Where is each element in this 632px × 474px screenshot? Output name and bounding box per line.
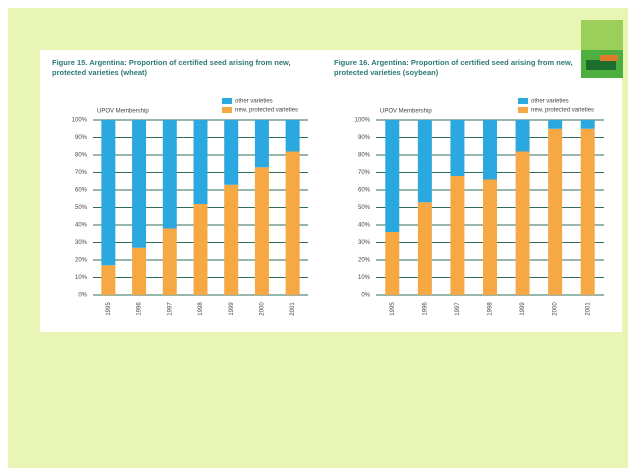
annotation: UPOV Membership	[380, 109, 432, 115]
bar-segment	[132, 120, 147, 248]
bar-segment	[101, 265, 116, 295]
y-tick-label: 30%	[75, 240, 88, 246]
y-tick-label: 60%	[75, 188, 88, 194]
x-tick-label: 1998	[198, 302, 204, 316]
bar-segment	[285, 151, 300, 295]
y-tick-label: 90%	[358, 135, 371, 141]
y-tick-label: 40%	[358, 223, 371, 229]
y-tick-label: 100%	[355, 118, 371, 124]
x-tick-label: 2000	[553, 302, 559, 316]
x-tick-label: 2001	[585, 302, 591, 316]
y-tick-label: 70%	[358, 170, 371, 176]
y-tick-label: 70%	[75, 170, 88, 176]
bar-segment	[580, 120, 595, 129]
y-tick-label: 10%	[75, 275, 88, 281]
bar-segment	[385, 120, 400, 232]
bar-segment	[548, 120, 563, 129]
y-tick-label: 40%	[75, 223, 88, 229]
bar-segment	[417, 202, 432, 295]
bar-segment	[483, 179, 497, 295]
legend-label: new, protected varieties	[235, 108, 298, 114]
legend-swatch	[222, 98, 232, 104]
bar-segment	[162, 228, 177, 295]
legend-label: new, protected varieties	[531, 108, 594, 114]
bar-segment	[254, 120, 269, 168]
x-tick-label: 1999	[520, 302, 526, 316]
bar-segment	[132, 247, 147, 295]
x-tick-label: 1997	[455, 302, 461, 316]
bar-segment	[193, 120, 208, 204]
bar-segment	[548, 128, 563, 295]
bar-segment	[224, 184, 239, 295]
y-tick-label: 0%	[78, 293, 87, 299]
annotation: UPOV Membership	[97, 109, 149, 115]
bar-segment	[580, 128, 595, 295]
x-tick-label: 1998	[488, 302, 494, 316]
bar-segment	[417, 120, 432, 203]
y-tick-label: 60%	[358, 188, 371, 194]
bar-segment	[515, 120, 530, 152]
y-tick-label: 80%	[358, 153, 371, 159]
x-tick-label: 1996	[422, 302, 428, 316]
bar-segment	[450, 120, 465, 176]
y-tick-label: 90%	[75, 135, 88, 141]
legend-swatch	[222, 107, 232, 113]
x-tick-label: 1996	[137, 302, 143, 316]
bar-segment	[385, 232, 400, 295]
x-tick-label: 1999	[229, 302, 235, 316]
x-tick-label: 1995	[106, 302, 112, 316]
bar-segment	[450, 176, 465, 295]
chart-title: Figure 16. Argentina: Proportion of cert…	[334, 58, 573, 77]
bar-segment	[224, 120, 239, 185]
y-tick-label: 50%	[75, 205, 88, 211]
y-tick-label: 20%	[75, 258, 88, 264]
legend-label: other varieties	[531, 99, 569, 105]
bar-segment	[193, 204, 208, 295]
bar-segment	[285, 120, 300, 152]
bar-segment	[515, 151, 530, 295]
y-tick-label: 80%	[75, 153, 88, 159]
bar-segment	[162, 120, 177, 229]
x-tick-label: 1997	[167, 302, 173, 316]
x-tick-label: 1995	[390, 302, 396, 316]
legend-label: other varieties	[235, 99, 273, 105]
y-tick-label: 30%	[358, 240, 371, 246]
legend-swatch	[518, 98, 528, 104]
thumbnail	[581, 20, 623, 78]
y-tick-label: 0%	[361, 293, 370, 299]
legend-swatch	[518, 107, 528, 113]
bar-segment	[483, 120, 497, 180]
x-tick-label: 2000	[260, 302, 266, 316]
bar-segment	[101, 120, 116, 266]
chart-title: Figure 15. Argentina: Proportion of cert…	[52, 58, 291, 77]
y-tick-label: 20%	[358, 258, 371, 264]
y-tick-label: 10%	[358, 275, 371, 281]
y-tick-label: 100%	[72, 118, 88, 124]
bar-segment	[254, 167, 269, 295]
y-tick-label: 50%	[358, 205, 371, 211]
x-tick-label: 2001	[290, 302, 296, 316]
